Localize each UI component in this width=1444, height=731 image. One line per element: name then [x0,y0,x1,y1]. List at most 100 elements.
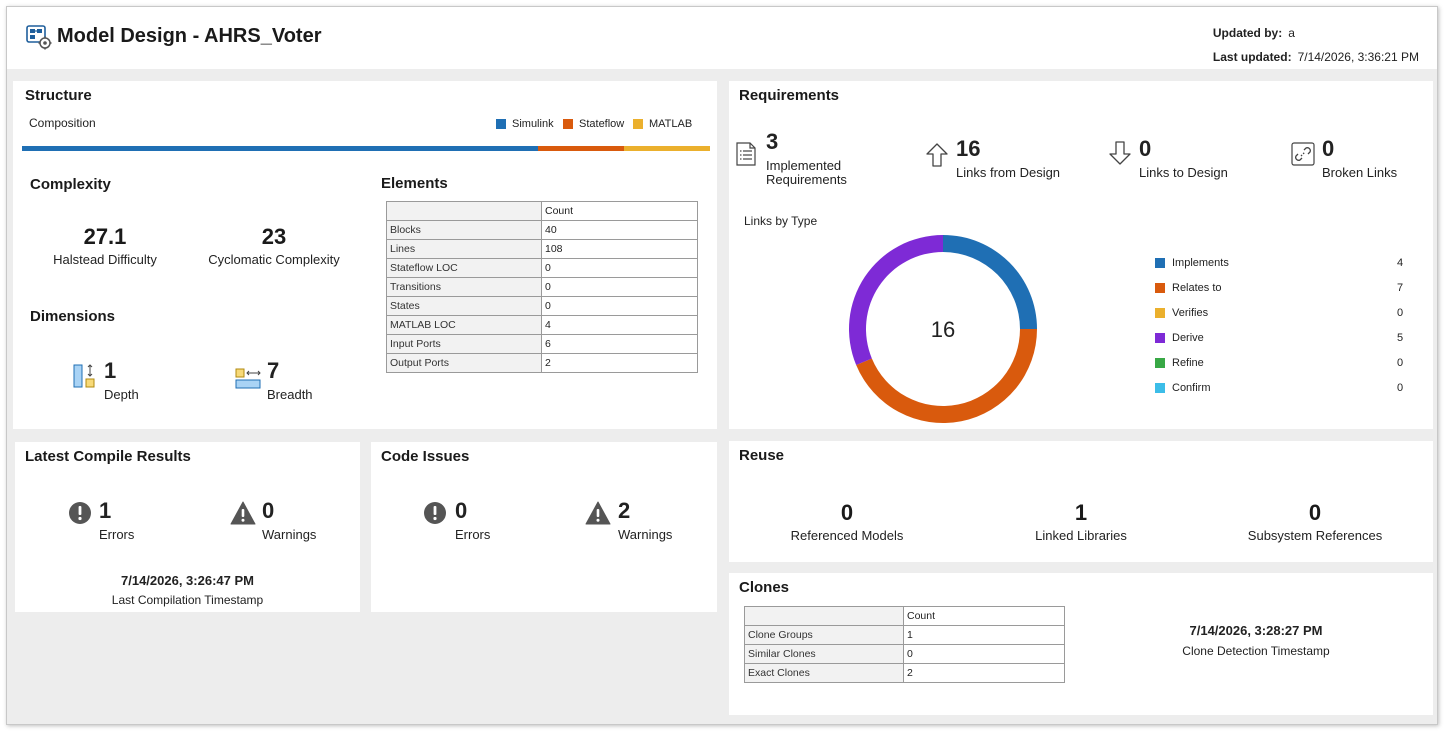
elements-row-count: 4 [541,315,698,335]
links-legend-item: Refine [1155,357,1204,369]
links-by-type-donut-chart: 16 [849,235,1037,423]
matlab-swatch [633,119,643,129]
last-compilation-timestamp-label: Last Compilation Timestamp [111,593,264,607]
composition-segment-stateflow [538,146,624,151]
links-by-type-title: Links by Type [744,214,818,228]
composition-label: Composition [29,116,96,130]
elements-row: States 0 [386,296,698,316]
halstead-label: Halstead Difficulty [53,252,157,267]
reuse-title: Reuse [739,447,785,464]
elements-row-count: 0 [541,258,698,278]
donut-segment-derive [849,235,943,365]
clones-table: Count Clone Groups 1 Similar Clones 0 Exact … [744,606,1065,683]
elements-table: Count Blocks 40 Lines 108 Stateflow LOC 0 Tran… [386,201,698,373]
donut-segment-implements [943,235,1037,329]
breadth-label: Breadth [267,387,313,402]
composition-segment-matlab [624,146,710,151]
update-meta: Updated by: a Last updated: 7/14/2026, 3:3… [1213,21,1419,69]
elements-row-count: 6 [541,334,698,354]
simulink-swatch [496,119,506,129]
elements-row-count: 0 [541,277,698,297]
composition-bar [22,146,710,151]
elements-title: Elements [381,175,448,192]
broken-link-icon [1291,142,1315,166]
elements-row: MATLAB LOC 4 [386,315,698,335]
cyclomatic-label: Cyclomatic Complexity [208,252,340,267]
links-legend-item: Relates to [1155,282,1222,294]
referenced-models-metric: 0 Referenced Models [767,500,927,543]
elements-row: Transitions 0 [386,277,698,297]
clones-header-row: Count [744,606,1065,626]
clone-detection-timestamp-value: 7/14/2026, 3:28:27 PM [1189,623,1323,638]
clones-card: Clones Count Clone Groups 1 Similar Clones… [729,573,1433,715]
referenced-models-label: Referenced Models [790,528,904,543]
breadth-icon [235,368,261,389]
subsystem-references-metric: 0 Subsystem References [1225,500,1405,543]
halstead-metric: 27.1 Halstead Difficulty [35,224,175,267]
links-legend-swatch [1155,333,1165,343]
halstead-value: 27.1 [83,224,127,249]
dashboard-frame: Model Design - AHRS_Voter Updated by: a L… [6,6,1438,725]
clones-title: Clones [739,579,790,596]
last-compilation-timestamp: 7/14/2026, 3:26:47 PM Last Compilation T… [15,573,360,607]
elements-row-name: Lines [386,239,542,259]
code-warnings-label: Warnings [618,527,673,542]
clones-row: Clone Groups 1 [744,625,1065,645]
depth-value: 1 [104,358,117,383]
links-legend-swatch [1155,358,1165,368]
reuse-card: Reuse 0 Referenced Models 1 Linked Libra… [729,441,1433,562]
links-legend-label: Confirm [1172,382,1211,394]
dimensions-title: Dimensions [30,308,116,325]
clones-header-blank [744,606,904,626]
elements-header-blank [386,201,542,221]
updated-by-value: a [1288,26,1295,40]
code-issues-title: Code Issues [381,448,470,465]
elements-row: Output Ports 2 [386,353,698,373]
clones-header-count: Count [903,606,1065,626]
elements-header-count: Count [541,201,698,221]
compile-errors-label: Errors [99,527,135,542]
broken-links-value: 0 [1322,136,1335,161]
elements-row-count: 40 [541,220,698,240]
links-legend-item: Derive [1155,332,1204,344]
links-to-design-value: 0 [1139,136,1152,161]
compile-error-icon [69,502,91,524]
compile-warnings-value: 0 [262,498,275,523]
clones-row-count: 0 [903,644,1065,664]
depth-label: Depth [104,387,139,402]
complexity-title: Complexity [30,176,111,193]
links-legend-swatch [1155,258,1165,268]
elements-row: Blocks 40 [386,220,698,240]
implemented-requirements-label: Implemented Requirements [766,158,847,187]
implemented-requirements-value: 3 [766,129,779,154]
composition-legend-stateflow: Stateflow [563,118,624,130]
subsystem-references-label: Subsystem References [1247,528,1383,543]
model-design-icon [26,25,52,50]
links-legend-label: Verifies [1172,307,1209,319]
clones-row: Exact Clones 2 [744,663,1065,683]
requirements-title: Requirements [739,87,840,104]
elements-row-name: States [386,296,542,316]
links-from-design-arrow-up-icon [926,143,948,167]
clones-row-name: Similar Clones [744,644,904,664]
links-legend-swatch [1155,383,1165,393]
cyclomatic-value: 23 [261,224,287,249]
links-legend-swatch [1155,308,1165,318]
links-to-design-label: Links to Design [1139,165,1228,180]
links-legend-count: 0 [1397,382,1404,394]
code-errors-label: Errors [455,527,491,542]
links-legend-label: Relates to [1172,282,1222,294]
clones-row-name: Exact Clones [744,663,904,683]
compile-warnings-label: Warnings [262,527,317,542]
referenced-models-value: 0 [840,500,854,525]
elements-row-count: 2 [541,353,698,373]
links-legend-count: 5 [1397,332,1404,344]
last-updated-value: 7/14/2026, 3:36:21 PM [1297,50,1419,64]
elements-row-name: Output Ports [386,353,542,373]
elements-row: Input Ports 6 [386,334,698,354]
code-errors-value: 0 [455,498,468,523]
elements-row-name: Blocks [386,220,542,240]
composition-segment-simulink [22,146,538,151]
clone-detection-timestamp: 7/14/2026, 3:28:27 PM Clone Detection Ti… [1149,623,1363,658]
links-to-design-arrow-down-icon [1109,141,1131,165]
